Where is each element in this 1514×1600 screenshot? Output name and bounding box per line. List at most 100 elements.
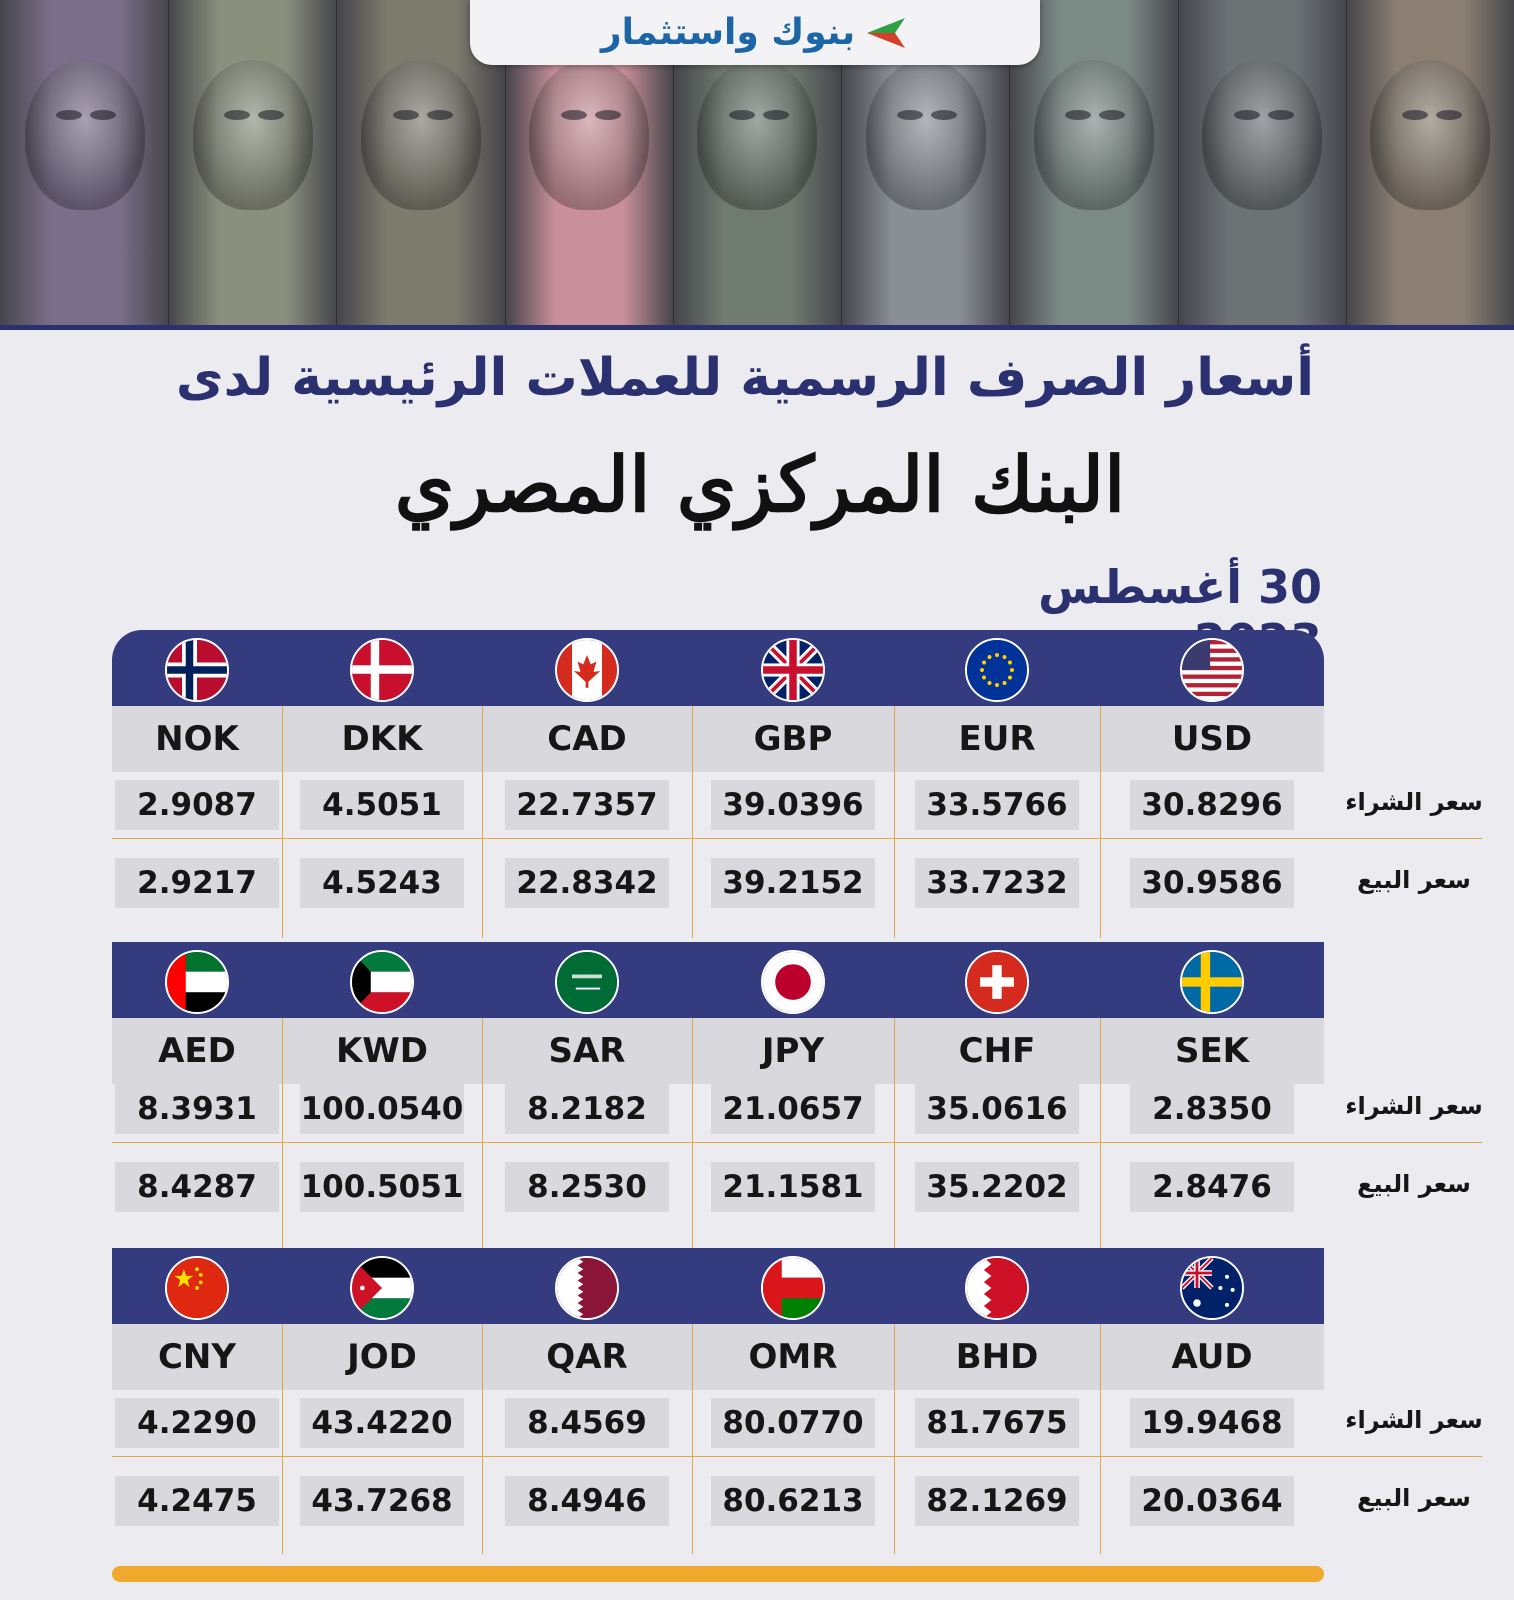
sell-rate-value: 8.4287 (115, 1162, 279, 1212)
currency-code-row (112, 1324, 1324, 1390)
currency-code: NOK (155, 719, 239, 759)
buy-rate-value: 21.0657 (711, 1084, 875, 1134)
portrait-face (865, 60, 986, 210)
currency-code: OMR (748, 1337, 838, 1377)
currency-code: JPY (761, 1031, 825, 1071)
bottom-accent-bar (112, 1566, 1324, 1582)
central-bank-name: البنك المركزي المصري (394, 440, 1126, 529)
buy-rate-label: سعر الشراء (1345, 1406, 1483, 1434)
column-divider (894, 706, 895, 938)
portrait-eye (392, 110, 419, 120)
flag-header-band (112, 1248, 1324, 1328)
portrait-face (1370, 60, 1491, 210)
buy-rate-value: 2.8350 (1130, 1084, 1294, 1134)
banknote-strip (1009, 0, 1179, 325)
qatar-flag-icon (555, 1256, 619, 1320)
column-divider (482, 1018, 483, 1250)
portrait-face (192, 60, 313, 210)
row-divider (112, 838, 1482, 839)
sell-rate-label: سعر البيع (1357, 1484, 1471, 1512)
portrait-eye (560, 110, 587, 120)
sell-rate-value: 35.2202 (915, 1162, 1079, 1212)
currency-code: CNY (157, 1337, 237, 1377)
column-divider (894, 1018, 895, 1250)
currency-code-row (112, 1018, 1324, 1084)
sell-rate-label: سعر البيع (1357, 1170, 1471, 1198)
sell-rate-value: 8.2530 (505, 1162, 669, 1212)
banknote-strip (1345, 0, 1514, 325)
buy-rate-value: 80.0770 (711, 1398, 875, 1448)
portrait-eye (426, 110, 453, 120)
sell-rate-value: 8.4946 (505, 1476, 669, 1526)
currency-code: CAD (547, 719, 627, 759)
portrait-eye (224, 110, 251, 120)
column-divider (692, 706, 693, 938)
currency-code: AUD (1171, 1337, 1253, 1377)
portrait-eye (594, 110, 621, 120)
portrait-eye (897, 110, 924, 120)
portrait-eye (90, 110, 117, 120)
buy-rate-value: 81.7675 (915, 1398, 1079, 1448)
column-divider (482, 706, 483, 938)
sweden-flag-icon (1180, 950, 1244, 1014)
portrait-face (1033, 60, 1154, 210)
currency-code: USD (1171, 719, 1253, 759)
buy-rate-value: 8.4569 (505, 1398, 669, 1448)
currency-code: GBP (753, 719, 833, 759)
currency-code: DKK (341, 719, 423, 759)
portrait-eye (1435, 110, 1462, 120)
column-divider (282, 706, 283, 938)
currency-code: AED (158, 1031, 236, 1071)
buy-rate-value: 30.8296 (1130, 780, 1294, 830)
portrait-eye (1099, 110, 1126, 120)
sell-rate-value: 4.5243 (300, 858, 464, 908)
column-divider (282, 1324, 283, 1554)
logo-text: بنوك واستثمار (600, 12, 856, 53)
eu-flag-icon (965, 638, 1029, 702)
column-divider (1100, 1324, 1101, 1554)
logo: بنوك واستثمار (470, 0, 1040, 65)
portrait-eye (1065, 110, 1092, 120)
currency-code: JOD (347, 1337, 417, 1377)
portrait-face (361, 60, 482, 210)
sell-rate-value: 22.8342 (505, 858, 669, 908)
buy-rate-value: 2.9087 (115, 780, 279, 830)
currency-code: CHF (958, 1031, 1036, 1071)
japan-flag-icon (761, 950, 825, 1014)
column-divider (692, 1018, 693, 1250)
sell-rate-value: 100.5051 (300, 1162, 464, 1212)
switzerland-flag-icon (965, 950, 1029, 1014)
sell-rate-value: 2.8476 (1130, 1162, 1294, 1212)
sell-rate-label: سعر البيع (1357, 866, 1471, 894)
portrait-face (697, 60, 818, 210)
banknote-strip (1177, 0, 1347, 325)
buy-rate-value: 33.5766 (915, 780, 1079, 830)
column-divider (282, 1018, 283, 1250)
sell-rate-value: 33.7232 (915, 858, 1079, 908)
norway-flag-icon (165, 638, 229, 702)
sell-rate-value: 43.7268 (300, 1476, 464, 1526)
uk-flag-icon (761, 638, 825, 702)
portrait-face (529, 60, 650, 210)
currency-code: QAR (546, 1337, 628, 1377)
row-divider (112, 1142, 1482, 1143)
canada-flag-icon (555, 638, 619, 702)
portrait-eye (56, 110, 83, 120)
column-divider (894, 1324, 895, 1554)
saudi-flag-icon (555, 950, 619, 1014)
buy-rate-value: 19.9468 (1130, 1398, 1294, 1448)
china-flag-icon (165, 1256, 229, 1320)
buy-rate-value: 100.0540 (300, 1084, 464, 1134)
buy-rate-value: 4.2290 (115, 1398, 279, 1448)
column-divider (482, 1324, 483, 1554)
portrait-eye (258, 110, 285, 120)
oman-flag-icon (761, 1256, 825, 1320)
denmark-flag-icon (350, 638, 414, 702)
sell-rate-value: 82.1269 (915, 1476, 1079, 1526)
australia-flag-icon (1180, 1256, 1244, 1320)
currency-code: SEK (1174, 1031, 1250, 1071)
buy-rate-value: 43.4220 (300, 1398, 464, 1448)
buy-rate-label: سعر الشراء (1345, 788, 1483, 816)
currency-code: SAR (548, 1031, 626, 1071)
currency-code-row (112, 706, 1324, 772)
